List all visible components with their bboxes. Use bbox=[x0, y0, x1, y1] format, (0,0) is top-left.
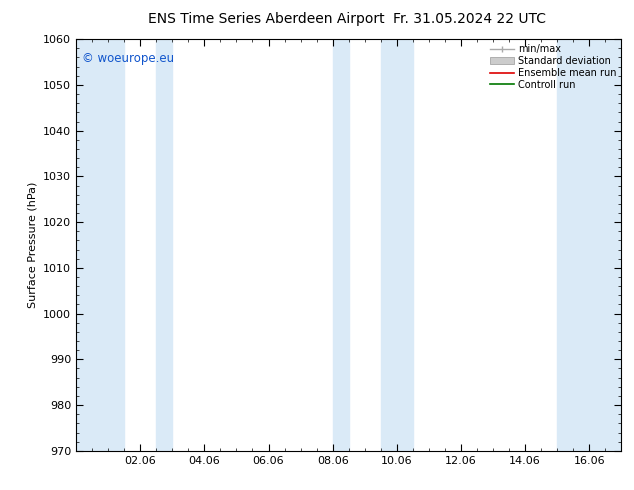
Bar bbox=[333, 39, 349, 451]
Bar bbox=[76, 39, 124, 451]
Y-axis label: Surface Pressure (hPa): Surface Pressure (hPa) bbox=[27, 182, 37, 308]
Bar bbox=[381, 39, 413, 451]
Text: © woeurope.eu: © woeurope.eu bbox=[82, 51, 174, 65]
Text: ENS Time Series Aberdeen Airport: ENS Time Series Aberdeen Airport bbox=[148, 12, 385, 26]
Text: Fr. 31.05.2024 22 UTC: Fr. 31.05.2024 22 UTC bbox=[392, 12, 546, 26]
Bar bbox=[557, 39, 621, 451]
Bar bbox=[156, 39, 172, 451]
Legend: min/max, Standard deviation, Ensemble mean run, Controll run: min/max, Standard deviation, Ensemble me… bbox=[489, 44, 616, 90]
